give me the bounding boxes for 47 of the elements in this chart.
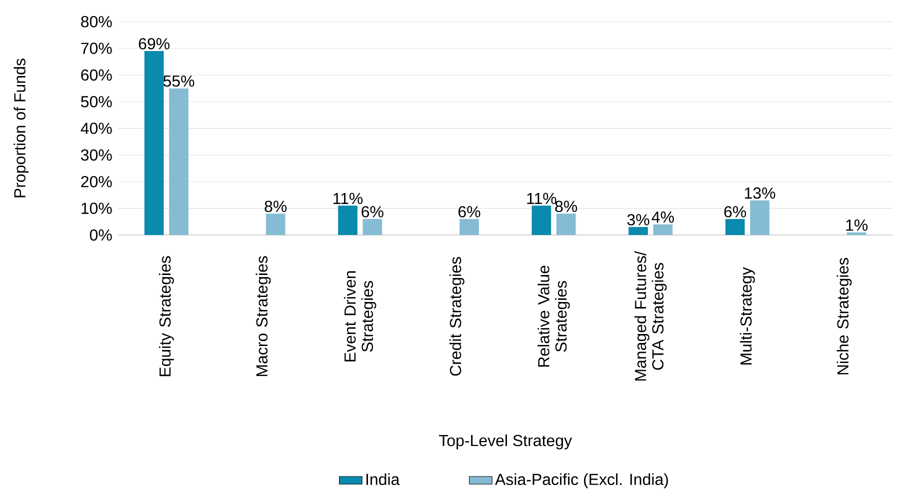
data-label: 8%	[555, 200, 578, 212]
y-tick-label: 20%	[81, 176, 112, 188]
data-label: 13%	[744, 187, 776, 199]
x-tick-label: Niche Strategies	[836, 258, 852, 374]
x-tick-label: Credit Strategies	[449, 257, 464, 376]
legend-label: Asia-Pacific (Excl. India)	[495, 473, 668, 488]
bar	[338, 206, 358, 235]
x-tick-label: Managed Futures/ CTA Strategies	[634, 251, 667, 381]
bar	[653, 224, 673, 235]
y-tick-label: 70%	[81, 42, 112, 54]
x-tick-label: Multi-Strategy	[740, 267, 755, 364]
data-label: 6%	[458, 206, 480, 218]
data-label: 1%	[846, 220, 868, 231]
y-tick-label: 30%	[80, 149, 112, 161]
data-label: 4%	[652, 212, 674, 223]
data-label: 3%	[627, 214, 650, 226]
y-tick-label: 40%	[80, 122, 112, 134]
y-tick-label: 80%	[81, 16, 112, 28]
data-label: 69%	[138, 38, 170, 50]
data-label: 55%	[163, 75, 194, 87]
bar	[846, 232, 866, 235]
y-axis-title: Proportion of Funds	[14, 58, 29, 198]
x-tick-label: Relative Value Strategies	[538, 266, 570, 367]
bar	[750, 200, 770, 235]
bar	[556, 214, 576, 235]
bar	[725, 218, 745, 235]
bar	[532, 206, 552, 235]
bar	[628, 226, 648, 235]
legend-label: India	[366, 473, 400, 486]
data-label: 11%	[334, 192, 363, 204]
bar	[266, 214, 286, 235]
x-tick-label: Equity Strategies	[158, 256, 174, 376]
x-axis-title: Top-Level Strategy	[438, 434, 572, 450]
data-label: 8%	[264, 200, 287, 212]
bar	[460, 218, 479, 235]
y-tick-label: 50%	[81, 96, 112, 108]
y-tick-label: 10%	[82, 202, 112, 214]
data-label: 6%	[724, 206, 746, 218]
y-tick-label: 60%	[81, 69, 112, 81]
x-tick-label: Macro Strategies	[256, 256, 271, 376]
y-tick-label: 0%	[90, 229, 112, 241]
bar	[169, 88, 188, 235]
bar	[144, 51, 164, 235]
x-tick-label: Event Driven Strategies	[344, 271, 376, 362]
data-label: 11%	[527, 192, 556, 204]
bar	[362, 218, 382, 235]
data-label: 6%	[362, 206, 384, 218]
